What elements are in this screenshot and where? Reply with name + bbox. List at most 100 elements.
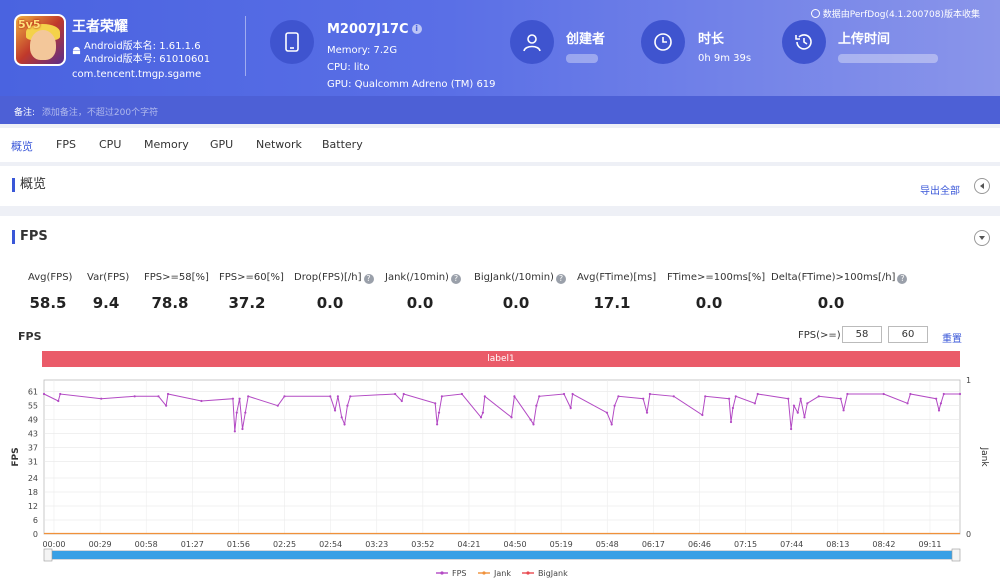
fps-point <box>165 404 168 407</box>
scroll-handle-right <box>951 548 961 562</box>
reset-link[interactable]: 重置 <box>942 334 962 345</box>
fps-point <box>231 397 235 400</box>
user-icon <box>510 20 554 64</box>
fps-point <box>349 395 352 398</box>
fps-point <box>731 406 735 410</box>
x-tick-label: 04:50 <box>504 540 527 549</box>
fps-point <box>935 397 938 400</box>
duration-value: 0h 9m 39s <box>698 53 752 64</box>
x-tick-label: 05:19 <box>550 540 573 549</box>
app-version-code: Android版本号: 61010601 <box>84 54 211 65</box>
x-tick-label: 06:46 <box>688 540 711 549</box>
fps-point <box>346 404 349 407</box>
x-tick-label: 08:42 <box>872 540 895 549</box>
export-all-link[interactable]: 导出全部 <box>920 186 960 197</box>
version-note: 数据由PerfDog(4.1.200708)版本收集 <box>810 7 980 20</box>
android-icon <box>72 46 81 55</box>
fps-point <box>436 423 439 426</box>
fps-point <box>241 427 244 431</box>
fps-point <box>846 392 849 396</box>
stat-value-bigjank: 0.0 <box>502 294 530 312</box>
help-icon[interactable]: ? <box>363 274 374 284</box>
fps-point <box>329 395 332 398</box>
tab-overview[interactable]: 概览 <box>11 140 33 153</box>
stat-value-delta-ftime: 0.0 <box>817 294 845 312</box>
fps-point <box>569 406 572 410</box>
fps-point <box>437 411 441 414</box>
x-tick-label: 00:58 <box>135 540 158 549</box>
y-tick-label: 61 <box>28 388 38 397</box>
y-tick-label: 24 <box>28 474 38 483</box>
help-icon[interactable]: ? <box>450 274 461 284</box>
tab-network[interactable]: Network <box>256 138 302 151</box>
fps-point <box>610 423 613 426</box>
chart-grid <box>43 379 961 535</box>
tab-gpu[interactable]: GPU <box>210 138 234 151</box>
info-icon[interactable]: i <box>411 24 422 34</box>
tab-memory[interactable]: Memory <box>144 138 189 151</box>
chart-title: FPS <box>18 330 42 343</box>
stat-value-fps-58: 78.8 <box>151 294 189 312</box>
stat-label-fps-58: FPS>=58[%] <box>144 272 209 283</box>
x-tick-label: 02:54 <box>319 540 342 549</box>
y-axis-label: FPS <box>11 447 21 466</box>
fps-collapse-button[interactable] <box>974 230 990 246</box>
fps-point <box>42 392 46 396</box>
stat-value-avg-ftime: 17.1 <box>593 294 631 312</box>
x-tick-label: 01:27 <box>181 540 204 549</box>
fps-point <box>909 392 912 396</box>
overview-collapse-button[interactable] <box>974 178 990 194</box>
note-input[interactable]: 添加备注，不超过200个字符 <box>41 108 159 118</box>
fps-point <box>645 411 649 414</box>
label-band[interactable]: label1 <box>42 351 960 367</box>
header-divider <box>245 16 246 76</box>
fps-point <box>648 392 651 396</box>
fps-min-input[interactable] <box>842 326 882 343</box>
app-version-name: Android版本名: 1.61.1.6 <box>84 41 201 52</box>
plot-frame <box>43 379 961 535</box>
x-tick-label: 03:23 <box>365 540 388 549</box>
fps-point <box>394 392 397 396</box>
device-icon <box>270 20 314 64</box>
x-tick-label: 09:11 <box>918 540 941 549</box>
scroll-handle-left <box>43 548 53 562</box>
legend-item-bigjank: BigJank <box>522 569 568 578</box>
fps-point <box>200 399 203 403</box>
help-icon[interactable]: ? <box>555 274 566 284</box>
y-tick-label: 37 <box>28 444 38 453</box>
fps-point <box>336 395 339 398</box>
fps-point <box>882 392 885 396</box>
creator-title: 创建者 <box>566 32 606 47</box>
creator-value-redacted <box>566 54 598 63</box>
x-tick-label: 04:21 <box>457 540 480 549</box>
fps-point <box>532 423 535 426</box>
fps-point <box>400 399 403 403</box>
fps-point <box>283 395 286 398</box>
fps-point <box>613 404 616 407</box>
tab-fps[interactable]: FPS <box>56 138 76 151</box>
x-tick-label: 05:48 <box>596 540 619 549</box>
fps-point <box>701 413 704 417</box>
fps-point <box>538 395 541 398</box>
x-tick-label: 06:17 <box>642 540 665 549</box>
fps-filter-label: FPS(>=) <box>798 330 841 341</box>
upload-value-redacted <box>838 54 938 63</box>
tab-battery[interactable]: Battery <box>322 138 363 151</box>
fps-point <box>617 395 620 398</box>
chevron-down-icon <box>979 236 985 240</box>
help-icon[interactable]: ? <box>897 274 908 284</box>
tab-cpu[interactable]: CPU <box>99 138 122 151</box>
app-name: 王者荣耀 <box>72 19 128 35</box>
fps-point <box>642 397 645 400</box>
fps-point <box>57 399 60 403</box>
x-tick-label: 07:44 <box>780 540 803 549</box>
fps-max-input[interactable] <box>888 326 928 343</box>
x-tick-label: 07:15 <box>734 540 757 549</box>
stat-value-jank: 0.0 <box>406 294 434 312</box>
fps-point <box>799 397 802 400</box>
chart-scrollbar-thumb <box>52 551 952 559</box>
stat-label-ftime-100: FTime>=100ms[%] <box>667 272 766 283</box>
stat-value-avg-fps: 58.5 <box>29 294 67 312</box>
stat-value-drop: 0.0 <box>316 294 344 312</box>
